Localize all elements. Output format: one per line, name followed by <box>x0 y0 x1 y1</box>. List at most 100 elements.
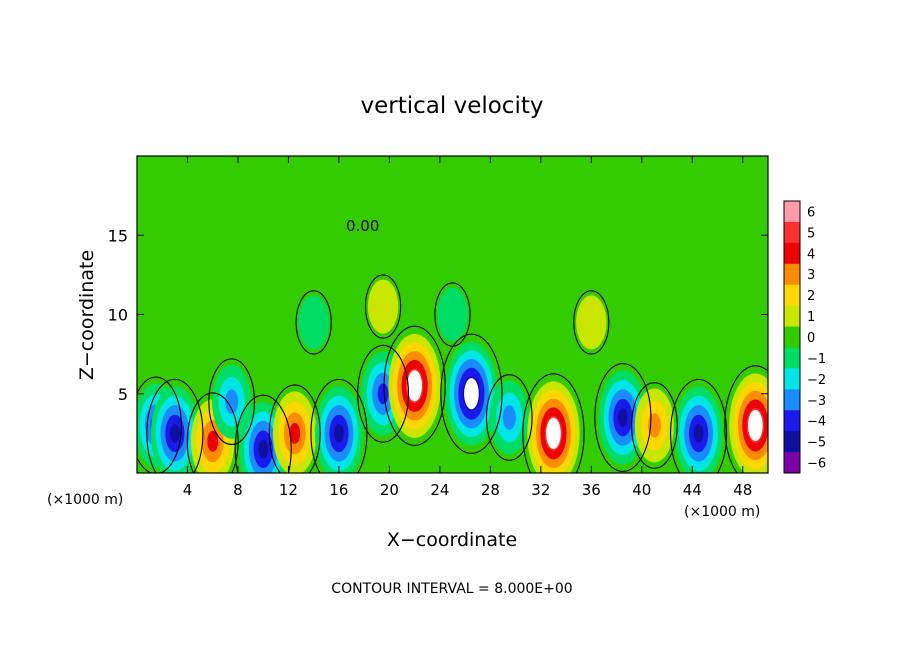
zero-contour-line <box>186 392 239 473</box>
velocity-cell <box>212 364 252 439</box>
velocity-band <box>377 383 389 405</box>
colorbar-label: −2 <box>807 373 826 388</box>
x-tick-label: 44 <box>683 481 702 499</box>
contour-label: 0.00 <box>346 217 379 235</box>
zero-contour-line <box>573 290 610 355</box>
velocity-cell <box>150 386 199 473</box>
x-tick-label: 48 <box>733 481 752 499</box>
velocity-band <box>437 287 468 342</box>
zero-contour-line <box>208 358 255 446</box>
colorbar-swatch <box>784 284 800 307</box>
zero-contour-line <box>594 362 652 473</box>
x-tick-label: 24 <box>430 481 449 499</box>
x-unit-left: (×1000 m) <box>47 492 123 508</box>
colorbar-label: 4 <box>807 247 815 262</box>
velocity-cell <box>598 370 647 465</box>
colorbar-label: −1 <box>807 352 826 367</box>
colorbar-label: −5 <box>807 436 826 451</box>
x-tick-label: 4 <box>183 481 193 499</box>
velocity-peak <box>748 409 763 442</box>
colorbar-swatch <box>784 201 800 223</box>
x-unit-right: (×1000 m) <box>684 504 760 520</box>
x-tick-label: 8 <box>233 481 243 499</box>
colorbar-swatch <box>784 389 800 411</box>
zero-contour-line <box>434 282 471 347</box>
velocity-field <box>137 156 768 473</box>
x-axis-title: X−coordinate <box>387 529 517 551</box>
zero-contour-line <box>383 325 446 446</box>
colorbar-label: −6 <box>807 457 826 472</box>
zero-contour-line <box>146 378 204 473</box>
zero-contour-line <box>137 376 182 473</box>
colorbar: 6 5 4 3 2 1 0 −1 −2 −3 −4 −5 −6 <box>783 200 826 474</box>
velocity-cell <box>729 373 768 473</box>
velocity-band <box>618 408 628 427</box>
colorbar-label: 3 <box>807 268 815 283</box>
x-tick-label: 20 <box>380 481 399 499</box>
velocity-band <box>334 423 344 443</box>
velocity-cell <box>489 380 529 455</box>
x-tick-label: 32 <box>531 481 550 499</box>
y-tick-label: 5 <box>118 385 128 404</box>
colorbar-swatch <box>784 242 800 265</box>
colorbar-swatch <box>784 410 800 432</box>
x-tick-label: 28 <box>481 481 500 499</box>
zero-contour-line <box>310 378 368 473</box>
velocity-cell <box>272 391 317 473</box>
colorbar-swatch <box>784 305 800 328</box>
velocity-cell <box>314 386 363 473</box>
colorbar-label: 1 <box>807 310 815 325</box>
velocity-band <box>225 389 239 415</box>
velocity-band <box>693 423 704 443</box>
colorbar-swatch <box>784 452 800 474</box>
colorbar-swatch <box>784 263 800 286</box>
colorbar-label: −3 <box>807 394 826 409</box>
velocity-cell <box>527 381 580 473</box>
velocity-cell <box>388 333 441 438</box>
velocity-cell <box>298 295 329 350</box>
velocity-band <box>258 439 269 459</box>
colorbar-label: 0 <box>807 331 815 346</box>
velocity-band <box>289 422 301 444</box>
velocity-cell <box>367 279 399 334</box>
x-tick-label: 40 <box>632 481 651 499</box>
colorbar-frame <box>783 200 801 474</box>
zero-contour-line <box>670 378 728 473</box>
velocity-band <box>298 295 329 350</box>
colorbar-label: 6 <box>807 205 815 220</box>
velocity-band <box>576 295 607 350</box>
y-tick-label: 10 <box>108 306 128 325</box>
zero-contour-line <box>724 365 768 473</box>
chart-title: vertical velocity <box>361 93 544 119</box>
velocity-band <box>502 405 516 430</box>
y-tick-label: 15 <box>108 226 128 245</box>
x-tick-label: 12 <box>279 481 298 499</box>
velocity-cell <box>576 295 607 350</box>
zero-contours <box>137 274 768 473</box>
zero-contour-line <box>485 374 533 461</box>
x-axis-ticks: 4 8 12 16 20 24 28 32 36 40 44 48 <box>183 156 752 499</box>
velocity-cell <box>437 287 468 342</box>
colorbar-label: −4 <box>807 415 826 430</box>
zero-contour-line <box>295 290 332 355</box>
colorbar-swatch <box>784 221 800 244</box>
velocity-peak <box>546 417 561 449</box>
colorbar-swatch <box>784 431 800 453</box>
zero-contour-line <box>268 384 321 473</box>
zero-contour-line <box>522 373 585 473</box>
velocity-band <box>170 423 180 443</box>
velocity-cell <box>674 386 723 473</box>
zero-contour-line <box>440 333 503 454</box>
velocity-cell <box>445 341 498 446</box>
y-axis-title: Z−coordinate <box>76 250 98 380</box>
velocity-peak <box>407 370 422 402</box>
zero-contour-line <box>234 394 292 473</box>
colorbar-swatch <box>784 368 800 390</box>
x-tick-label: 36 <box>582 481 601 499</box>
velocity-cell <box>634 388 675 463</box>
colorbar-label: 5 <box>807 226 815 241</box>
velocity-peak <box>464 378 479 410</box>
colorbar-label: 2 <box>807 289 815 304</box>
colorbar-swatch <box>784 347 800 369</box>
